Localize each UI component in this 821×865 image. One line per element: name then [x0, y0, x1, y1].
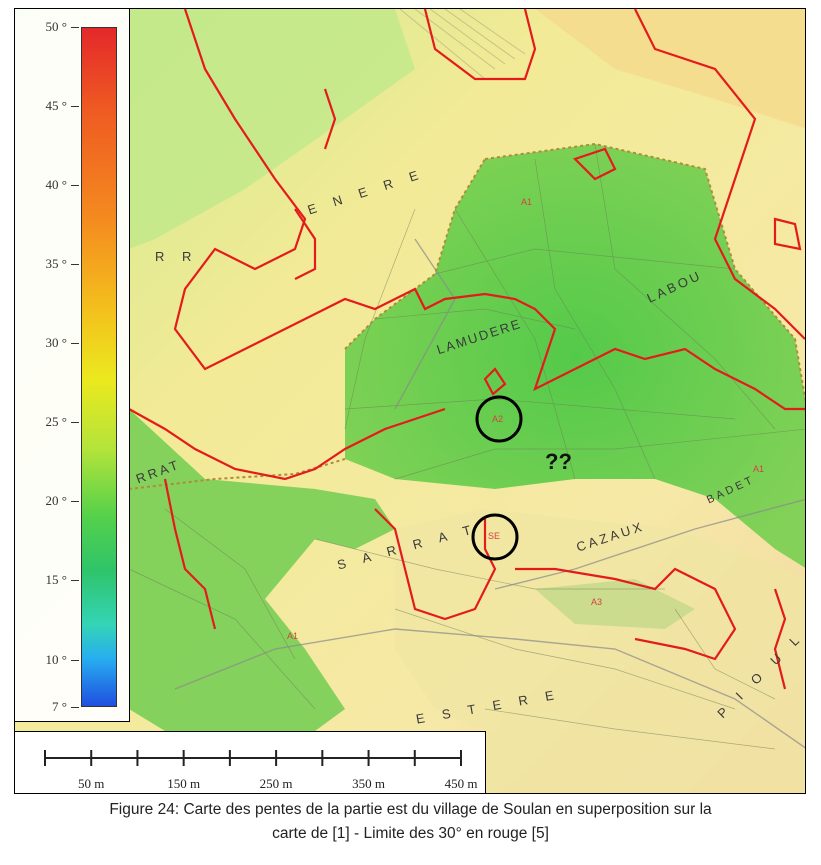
- zone-label-a1-top: A1: [521, 197, 533, 207]
- map-canvas: [15, 9, 805, 793]
- legend-tick-label: 45 °: [45, 98, 67, 114]
- legend-tick-label: 35 °: [45, 256, 67, 272]
- zone-label-a1-left: A1: [287, 631, 299, 641]
- legend-tick-label: 25 °: [45, 414, 67, 430]
- legend-tick-label: 40 °: [45, 177, 67, 193]
- scale-label: 50 m: [78, 776, 105, 791]
- scale-label: 350 m: [352, 776, 385, 791]
- question-marks: ??: [545, 449, 572, 474]
- cadastral-lines: [128, 143, 805, 750]
- zone-label-se: SE: [488, 531, 501, 541]
- legend-tick-mark: [71, 343, 79, 345]
- caption-line-1: Figure 24: Carte des pentes de la partie…: [109, 801, 712, 818]
- slope-legend: 50 ° 45 ° 40 ° 35 ° 30 ° 25 ° 20 ° 15 ° 10 ° 7 °: [15, 9, 130, 722]
- scale-bar: 50 m 150 m 250 m 350 m 450 m: [15, 731, 486, 793]
- legend-color-bar: [81, 27, 117, 707]
- zone-label-a3: A3: [591, 597, 603, 607]
- place-label-rrenere-1: R R: [155, 249, 199, 264]
- legend-tick-mark: [71, 580, 79, 582]
- legend-tick-mark: [71, 659, 79, 661]
- legend-tick-label: 7 °: [52, 699, 67, 714]
- scale-bar-ruler: [44, 750, 462, 766]
- legend-tick-label: 30 °: [45, 335, 67, 351]
- hatched-area: [399, 9, 526, 80]
- legend-tick-mark: [71, 106, 79, 108]
- legend-tick-mark: [71, 422, 79, 424]
- zone-label-a1-right: A1: [753, 464, 765, 474]
- scale-label: 250 m: [259, 776, 293, 791]
- legend-tick-mark: [71, 501, 79, 503]
- slope-zone-green-main: [345, 144, 805, 568]
- slope-zone-upper-left: [129, 9, 415, 249]
- marker-ring-se: [471, 513, 519, 561]
- zone-label-a2: A2: [492, 414, 504, 424]
- road-lines: [174, 238, 805, 749]
- marker-ring-a2: [475, 395, 523, 443]
- scale-label: 450 m: [444, 776, 478, 791]
- slope-map: R R E N E R E LAMUDERE LABOU CAZAUX BADE…: [14, 8, 806, 794]
- legend-tick-label: 50 °: [45, 19, 67, 34]
- slope-limit-30-lines: [128, 9, 805, 690]
- legend-tick-label: 10 °: [45, 651, 67, 667]
- legend-tick-mark: [71, 264, 79, 266]
- caption-line-2: carte de [1] - Limite des 30° en rouge […: [272, 825, 549, 842]
- slope-zone-village: [395, 509, 805, 793]
- legend-tick-mark: [71, 27, 79, 28]
- figure-caption: Figure 24: Carte des pentes de la partie…: [0, 798, 821, 846]
- scale-label: 150 m: [167, 776, 201, 791]
- legend-tick-label: 20 °: [45, 493, 67, 509]
- legend-tick-label: 15 °: [45, 572, 67, 588]
- slope-zone-green-left: [129, 409, 395, 731]
- legend-tick-mark: [71, 185, 79, 187]
- legend-tick-mark: [71, 707, 79, 708]
